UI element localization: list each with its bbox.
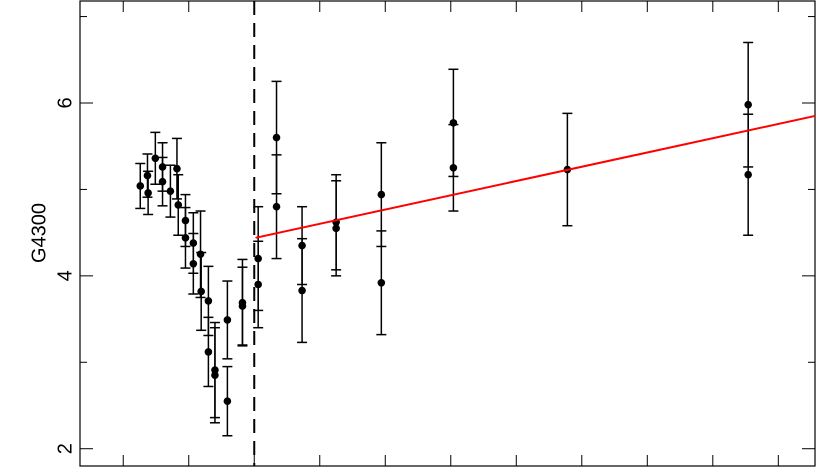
plot-frame: [79, 0, 816, 467]
point: [174, 201, 183, 209]
point: [272, 133, 281, 142]
point: [377, 190, 386, 199]
point: [744, 100, 752, 109]
point: [204, 348, 213, 356]
y-axis-label: G4300: [28, 203, 50, 263]
y-tick-label: 4: [54, 270, 76, 281]
point: [223, 316, 232, 324]
point: [332, 224, 340, 233]
point: [197, 287, 205, 296]
point: [298, 286, 306, 295]
point: [449, 164, 458, 172]
fit-line: [255, 114, 816, 239]
point: [181, 234, 190, 242]
point: [744, 170, 752, 179]
point: [377, 278, 386, 287]
point: [223, 397, 232, 405]
point: [158, 177, 167, 186]
point: [189, 259, 198, 268]
point: [136, 182, 145, 190]
point: [254, 280, 262, 289]
point: [211, 371, 219, 380]
y-tick-label: 6: [54, 97, 76, 108]
point: [166, 187, 175, 195]
point: [238, 302, 247, 310]
point: [204, 297, 213, 305]
point: [144, 189, 152, 197]
y-tick-label: 2: [54, 443, 76, 454]
point: [272, 202, 281, 211]
point: [151, 154, 160, 163]
point: [173, 164, 181, 173]
